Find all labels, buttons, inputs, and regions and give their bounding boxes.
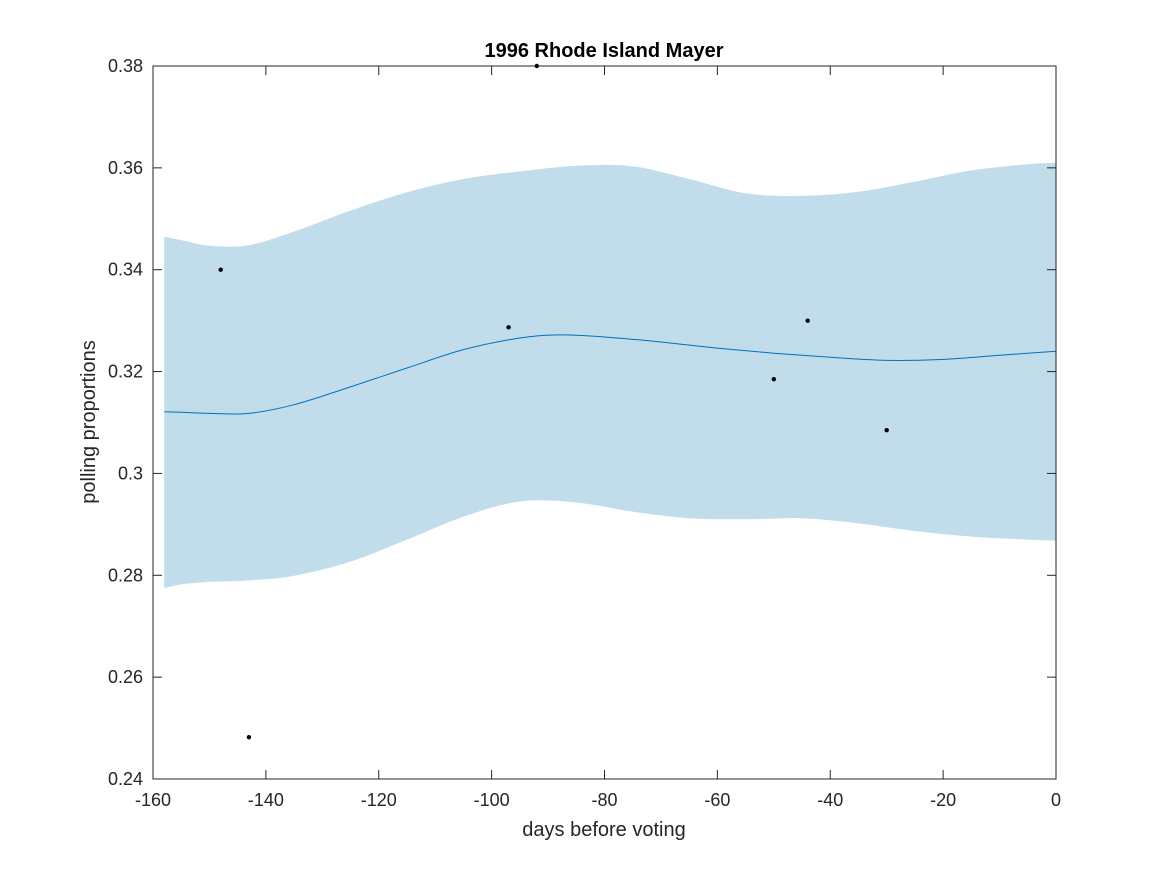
x-tick-label: -100 (474, 790, 510, 810)
labels: 1996 Rhode Island Mayer days before voti… (78, 40, 724, 841)
data-point (771, 377, 777, 382)
x-axis-label: days before voting (522, 819, 685, 841)
x-tick-label: -80 (591, 790, 617, 810)
mean-line (164, 334, 1057, 415)
chart-title: 1996 Rhode Island Mayer (485, 40, 724, 62)
y-tick-label: 0.26 (108, 667, 143, 687)
data-point (884, 427, 889, 433)
data-point (218, 267, 223, 272)
data-point (805, 318, 810, 323)
x-tick-label: -160 (135, 790, 171, 810)
y-tick-label: 0.24 (108, 769, 143, 789)
y-tick-label: 0.3 (118, 463, 143, 483)
y-tick-label: 0.36 (108, 158, 143, 178)
data-point (246, 735, 252, 740)
y-tick-label: 0.38 (108, 56, 143, 76)
confidence-band (164, 162, 1057, 589)
axes: -160 -140 -120 -100 -80 -60 -40 -20 0 0.24 0.26 0.2… (108, 56, 1061, 810)
confidence-band-layer (164, 162, 1057, 589)
x-tick-label: -60 (704, 790, 730, 810)
y-tick-label: 0.34 (108, 260, 143, 280)
y-tick-label: 0.28 (108, 565, 143, 585)
x-tick-label: -20 (930, 790, 956, 810)
data-point (506, 325, 511, 330)
scatter-layer (218, 63, 889, 740)
y-tick-label: 0.32 (108, 362, 143, 382)
x-tick-label: -40 (817, 790, 843, 810)
x-tick-label: 0 (1051, 790, 1061, 810)
x-tick-label: -120 (361, 790, 397, 810)
data-point (534, 63, 539, 69)
y-axis-label: polling proportions (78, 340, 100, 503)
x-tick-label: -140 (248, 790, 284, 810)
mean-line-layer (164, 334, 1057, 415)
